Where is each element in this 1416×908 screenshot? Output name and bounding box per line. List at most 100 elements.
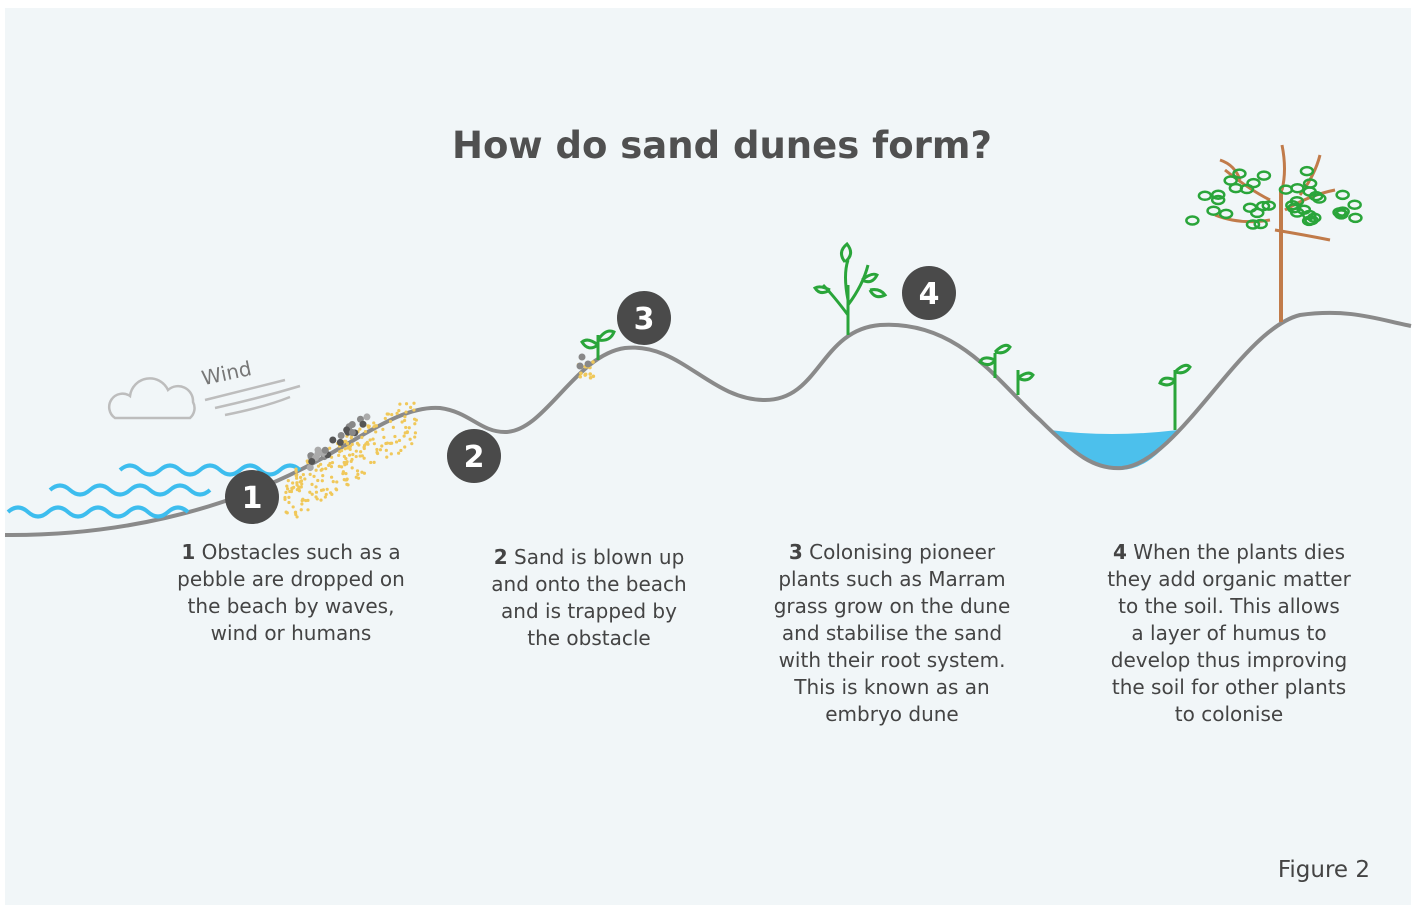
caption-line: embryo dune	[825, 702, 959, 726]
caption-text: to colonise	[1175, 702, 1283, 726]
sand-dot	[346, 446, 349, 449]
sand-dot	[384, 417, 387, 420]
sand-dot	[366, 424, 369, 427]
caption-line: develop thus improving	[1111, 648, 1347, 672]
caption-line: 3 Colonising pioneer	[789, 540, 996, 564]
sand-dot	[346, 483, 349, 486]
caption-line: plants such as Marram	[778, 567, 1005, 591]
caption-line: to the soil. This allows	[1118, 594, 1340, 618]
sand-dot	[588, 372, 592, 376]
sand-dot	[295, 515, 298, 518]
sand-dot	[324, 467, 327, 470]
sand-dot	[366, 443, 369, 446]
sand-dot	[412, 402, 415, 405]
sand-dot	[320, 489, 323, 492]
sand-dot	[337, 454, 340, 457]
sand-dot	[317, 465, 320, 468]
sand-dot	[306, 499, 309, 502]
sand-dot	[393, 435, 396, 438]
sand-dot	[319, 499, 322, 502]
sand-dot	[286, 511, 289, 514]
step-caption: 4 When the plants diesthey add organic m…	[1107, 540, 1351, 726]
caption-text: and onto the beach	[491, 572, 686, 596]
sand-dot	[361, 454, 364, 457]
sand-dot	[332, 480, 335, 483]
sand-dot	[369, 461, 372, 464]
sand-dot	[360, 436, 363, 439]
sand-dot	[324, 495, 327, 498]
sand-dot	[300, 508, 303, 511]
sand-dot	[409, 438, 412, 441]
sand-dot	[287, 501, 290, 504]
sand-dot	[414, 431, 417, 434]
caption-text: Obstacles such as a	[202, 540, 401, 564]
sand-dot	[409, 406, 412, 409]
sand-dot	[390, 452, 393, 455]
sand-dot	[310, 483, 313, 486]
caption-line: and is trapped by	[501, 599, 677, 623]
caption-text: a layer of humus to	[1131, 621, 1326, 645]
caption-text: Colonising pioneer	[809, 540, 996, 564]
sand-dot	[299, 476, 302, 479]
sand-dot	[314, 485, 317, 488]
sand-dot	[373, 442, 376, 445]
caption-text: develop thus improving	[1111, 648, 1347, 672]
sand-dot	[374, 430, 377, 433]
sand-dot	[351, 466, 354, 469]
caption-text: and stabilise the sand	[782, 621, 1002, 645]
sand-dot	[375, 424, 378, 427]
sand-dot	[287, 496, 290, 499]
sand-dot	[311, 493, 314, 496]
sand-dot	[334, 487, 337, 490]
sand-dot	[302, 473, 305, 476]
caption-line: a layer of humus to	[1131, 621, 1326, 645]
pebble	[349, 421, 356, 428]
sand-dot	[371, 438, 374, 441]
caption-text: the obstacle	[527, 626, 651, 650]
pebble	[349, 429, 356, 436]
caption-text: When the plants dies	[1133, 540, 1345, 564]
sand-dot	[351, 453, 354, 456]
caption-line: to colonise	[1175, 702, 1283, 726]
caption-line: This is known as an	[793, 675, 989, 699]
caption-line: they add organic matter	[1107, 567, 1351, 591]
caption-line: the obstacle	[527, 626, 651, 650]
sand-dot	[291, 481, 294, 484]
sand-dot	[364, 430, 367, 433]
caption-line: the soil for other plants	[1112, 675, 1346, 699]
caption-text: and is trapped by	[501, 599, 677, 623]
sand-dot	[379, 448, 382, 451]
sand-dot	[315, 491, 318, 494]
sand-dot	[375, 448, 378, 451]
sand-dot	[309, 473, 312, 476]
sand-dot	[380, 444, 383, 447]
figure-label: Figure 2	[1278, 857, 1370, 883]
caption-text: wind or humans	[211, 621, 372, 645]
caption-line: 2 Sand is blown up	[494, 545, 685, 569]
sand-dot	[330, 493, 333, 496]
caption-text: pebble are dropped on	[177, 567, 405, 591]
sand-dot	[321, 474, 324, 477]
sand-dot	[350, 458, 353, 461]
caption-text: the soil for other plants	[1112, 675, 1346, 699]
sand-dot	[346, 460, 349, 463]
sand-dot	[589, 376, 593, 380]
sand-dot	[312, 475, 315, 478]
sand-dot	[363, 447, 366, 450]
sand-dot	[295, 477, 298, 480]
pebble	[322, 447, 329, 454]
sand-dot	[410, 442, 413, 445]
sand-dot	[286, 487, 289, 490]
step-number: 1	[181, 540, 195, 564]
sand-dot	[321, 468, 324, 471]
marker-number: 2	[464, 440, 485, 475]
sand-dot	[341, 472, 344, 475]
sand-dot	[350, 436, 353, 439]
sand-dot	[340, 449, 343, 452]
sand-dot	[578, 375, 582, 379]
sand-dot	[316, 479, 319, 482]
sand-dot	[326, 488, 329, 491]
sand-dot	[406, 431, 409, 434]
sand-dot	[346, 478, 349, 481]
sand-dot	[397, 452, 400, 455]
